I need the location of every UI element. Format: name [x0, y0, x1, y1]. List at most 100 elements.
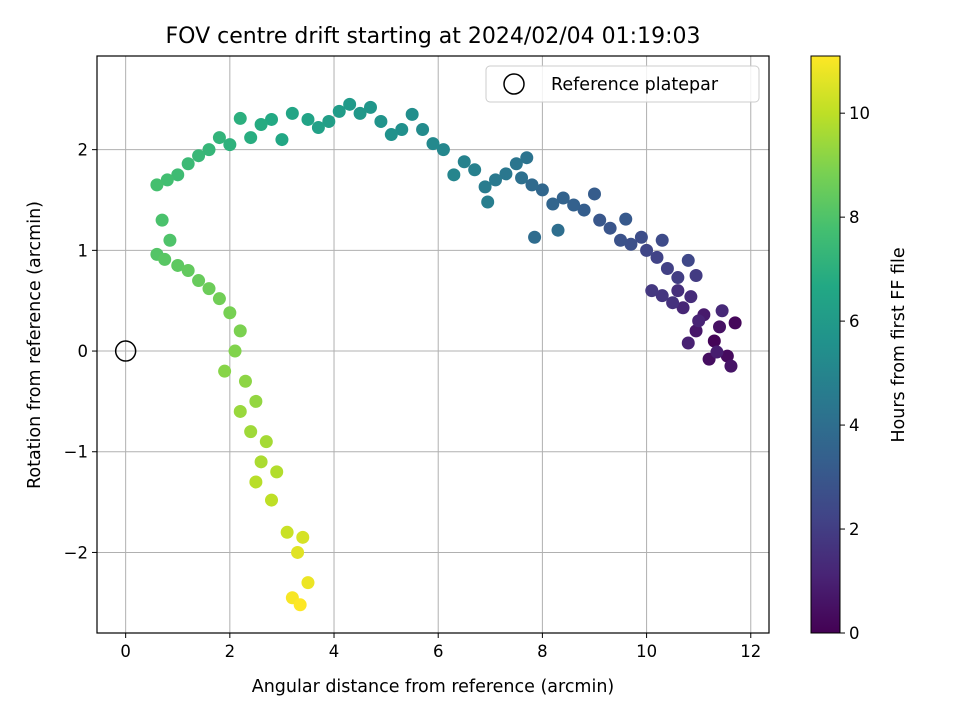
data-point	[707, 334, 721, 348]
x-axis-ticks: 0 2 4 6 8 10 12	[120, 633, 761, 661]
data-point	[666, 296, 680, 310]
data-point	[244, 131, 258, 145]
data-point	[587, 187, 601, 201]
data-point	[650, 250, 664, 264]
data-point	[603, 221, 617, 235]
data-point	[202, 282, 216, 296]
data-point	[249, 394, 263, 408]
data-point	[684, 290, 698, 304]
y-tick-label: −1	[64, 443, 88, 462]
data-point	[265, 112, 279, 126]
data-point	[374, 114, 388, 128]
data-point	[163, 233, 177, 247]
data-point	[509, 157, 523, 171]
data-point	[353, 106, 367, 120]
data-point	[171, 168, 185, 182]
data-point	[296, 530, 310, 544]
data-point	[489, 173, 503, 187]
data-point	[655, 233, 669, 247]
data-point	[692, 314, 706, 328]
data-point	[181, 157, 195, 171]
x-tick-label: 0	[120, 642, 131, 661]
data-point	[689, 269, 703, 283]
data-point	[619, 212, 633, 226]
data-point	[155, 213, 169, 227]
data-point	[363, 100, 377, 114]
colorbar-tick-label: 6	[849, 312, 860, 331]
data-point	[238, 374, 252, 388]
data-point	[293, 598, 307, 612]
data-point	[158, 252, 172, 266]
data-point	[481, 195, 495, 209]
data-point	[640, 243, 654, 257]
data-point	[280, 525, 294, 539]
data-point	[525, 178, 539, 192]
data-point	[223, 138, 237, 152]
data-point	[244, 425, 258, 439]
colorbar-tick-label: 4	[849, 416, 860, 435]
colorbar-tick-label: 10	[849, 104, 870, 123]
chart-title: FOV centre drift starting at 2024/02/04 …	[166, 24, 701, 49]
y-tick-label: −2	[64, 543, 88, 562]
data-point	[499, 167, 513, 181]
colorbar-ticks: 0 2 4 6 8 10	[840, 104, 870, 643]
data-point	[689, 324, 703, 338]
y-tick-label: 1	[78, 241, 89, 260]
legend: Reference platepar	[485, 65, 760, 103]
data-point	[171, 258, 185, 272]
data-point	[270, 465, 284, 479]
data-point	[681, 336, 695, 350]
data-point	[645, 284, 659, 298]
data-point	[228, 344, 242, 358]
legend-marker-icon	[503, 73, 525, 95]
data-point	[233, 111, 247, 125]
data-point	[233, 404, 247, 418]
x-tick-label: 2	[225, 642, 236, 661]
data-point	[212, 292, 226, 306]
x-axis-label: Angular distance from reference (arcmin)	[252, 677, 615, 697]
data-point	[593, 213, 607, 227]
data-point	[614, 233, 628, 247]
legend-box	[485, 65, 760, 103]
data-point	[457, 155, 471, 169]
data-point	[515, 171, 529, 185]
data-point	[660, 261, 674, 275]
data-point	[478, 180, 492, 194]
data-point	[223, 306, 237, 320]
data-point	[254, 117, 268, 131]
data-point	[285, 106, 299, 120]
data-point	[150, 178, 164, 192]
data-point	[710, 345, 724, 359]
data-point	[556, 191, 570, 205]
data-point	[577, 203, 591, 217]
data-point	[551, 223, 565, 237]
data-point	[343, 97, 357, 111]
data-point	[528, 230, 542, 244]
data-point	[436, 143, 450, 157]
reference-platepar-marker	[114, 340, 137, 362]
data-point	[624, 237, 638, 251]
x-tick-label: 8	[537, 642, 548, 661]
data-point	[405, 107, 419, 121]
data-point	[249, 475, 263, 489]
y-tick-label: 2	[78, 141, 89, 160]
data-point	[384, 128, 398, 142]
data-point	[634, 230, 648, 244]
y-tick-label: 0	[78, 342, 89, 361]
data-point	[254, 455, 268, 469]
colorbar-tick-label: 8	[849, 208, 860, 227]
data-point	[160, 173, 174, 187]
data-point	[655, 289, 669, 303]
y-axis-ticks: −2 −1 0 1 2	[64, 141, 97, 562]
x-tick-label: 6	[433, 642, 444, 661]
y-axis-label: Rotation from reference (arcmin)	[25, 201, 45, 489]
data-point	[192, 149, 206, 163]
data-point	[218, 364, 232, 378]
data-point	[311, 120, 325, 134]
data-point	[713, 320, 727, 334]
data-point	[265, 493, 279, 507]
data-point	[181, 263, 195, 277]
colorbar-tick-label: 0	[849, 624, 860, 643]
x-tick-label: 12	[740, 642, 761, 661]
